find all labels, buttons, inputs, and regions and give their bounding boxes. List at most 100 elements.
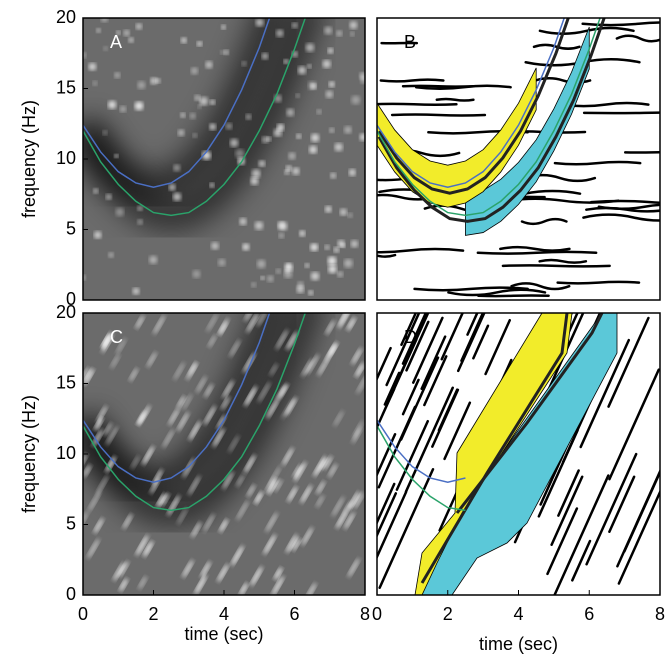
- spot: [338, 313, 351, 329]
- spot: [100, 18, 108, 22]
- spot: [304, 263, 310, 268]
- spot: [347, 558, 360, 578]
- spot: [181, 37, 187, 44]
- spot: [135, 23, 143, 30]
- spot: [267, 275, 274, 282]
- ridge-line: [510, 282, 571, 291]
- spot: [218, 258, 226, 267]
- ridge-line: [383, 371, 401, 406]
- spot: [182, 559, 194, 578]
- ridge-line: [466, 313, 479, 336]
- spot: [239, 217, 247, 226]
- spot: [189, 112, 196, 119]
- spot: [283, 269, 293, 279]
- spot: [231, 545, 244, 566]
- ridge-line: [553, 474, 610, 595]
- spot: [292, 22, 298, 29]
- spot: [344, 126, 352, 134]
- spot: [209, 123, 216, 131]
- ridge-line: [608, 475, 636, 533]
- spot: [113, 562, 125, 581]
- spot: [317, 357, 330, 376]
- ridge-line: [556, 280, 641, 285]
- spot: [206, 313, 218, 332]
- ridge-line: [390, 113, 487, 117]
- spot: [334, 142, 343, 152]
- ridge-line: [538, 26, 635, 35]
- spot: [309, 145, 318, 154]
- spot: [295, 93, 300, 98]
- spot: [305, 43, 315, 52]
- spot: [324, 26, 333, 35]
- curve: [83, 18, 307, 217]
- spot: [130, 455, 140, 470]
- ridge-line: [585, 452, 638, 566]
- spot: [300, 485, 312, 504]
- spot: [190, 67, 198, 75]
- ridge-line: [607, 316, 650, 408]
- x-axis-label: time (sec): [184, 624, 263, 644]
- spot: [246, 484, 256, 497]
- spot: [336, 30, 343, 37]
- spot: [223, 49, 229, 55]
- spot: [275, 268, 281, 274]
- spot: [222, 471, 234, 490]
- spot: [162, 429, 175, 448]
- ridge-line: [477, 294, 550, 298]
- spot: [114, 153, 119, 158]
- ridge-line: [423, 355, 448, 407]
- spot: [286, 534, 298, 553]
- spot: [258, 160, 266, 167]
- ridge-line: [377, 18, 606, 223]
- spot: [306, 354, 319, 375]
- spot: [173, 362, 185, 381]
- spot: [137, 219, 143, 225]
- spot: [324, 244, 330, 250]
- spot: [308, 290, 314, 296]
- spot: [337, 240, 345, 248]
- spot: [172, 192, 182, 201]
- ridge-line: [437, 388, 459, 432]
- spot: [239, 582, 248, 595]
- spot: [266, 398, 279, 419]
- spot: [128, 37, 134, 43]
- spot: [236, 500, 249, 520]
- plot-area: [83, 313, 365, 595]
- ridge-line: [377, 405, 417, 489]
- spot: [107, 100, 117, 109]
- spot: [197, 104, 202, 109]
- spot: [292, 167, 300, 175]
- spot: [110, 354, 120, 369]
- spot: [93, 517, 104, 534]
- spot: [180, 112, 186, 118]
- spot: [96, 475, 109, 495]
- spot: [186, 362, 198, 380]
- x-tick-label: 2: [148, 604, 158, 624]
- spot: [135, 535, 149, 556]
- panel: A 0 5 10 15 20 frequency (Hz): [19, 7, 366, 309]
- spot: [132, 287, 140, 295]
- y-tick-label: 0: [66, 289, 76, 309]
- spot: [285, 397, 297, 416]
- ridge-line: [582, 213, 660, 222]
- x-tick-label: 8: [360, 604, 370, 624]
- ridge-line: [400, 313, 418, 346]
- spot: [325, 90, 334, 99]
- ridge-line: [377, 492, 398, 539]
- spot: [316, 480, 326, 495]
- y-tick-label: 10: [56, 443, 76, 463]
- spot: [353, 492, 364, 509]
- spot: [119, 578, 128, 592]
- y-tick-label: 15: [56, 77, 76, 97]
- spot: [278, 383, 289, 399]
- spot: [149, 255, 158, 264]
- spot: [94, 417, 103, 431]
- spot: [182, 394, 193, 410]
- ridge-line: [389, 338, 418, 398]
- spot: [250, 566, 263, 586]
- spot: [265, 512, 278, 533]
- curve: [377, 419, 466, 483]
- panel: B: [376, 17, 661, 301]
- ridge-line: [499, 245, 571, 252]
- plot-area: [377, 313, 660, 595]
